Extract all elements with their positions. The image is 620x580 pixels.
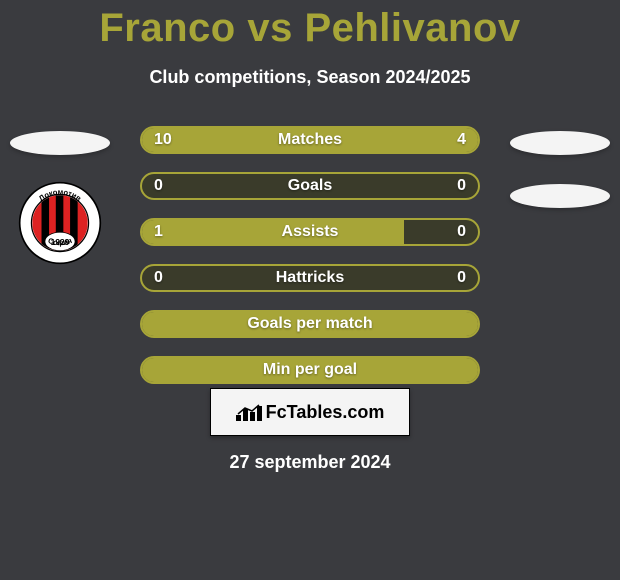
stat-row: Goals per match — [140, 310, 480, 338]
stat-value-left: 0 — [154, 177, 163, 195]
brand-icon — [236, 403, 262, 421]
brand-suffix: Tables.com — [287, 402, 385, 422]
stat-row: 10 4 Matches — [140, 126, 480, 154]
stat-row: Min per goal — [140, 356, 480, 384]
player-left-placeholder — [10, 131, 110, 155]
stat-value-right: 0 — [457, 223, 466, 241]
stat-bars: 104Matches00Goals10Assists00HattricksGoa… — [140, 126, 480, 384]
player-right-placeholder-1 — [510, 131, 610, 155]
brand-box: FcTables.com — [210, 388, 410, 436]
stat-value-left: 0 — [154, 269, 163, 287]
bar-fill-left — [142, 220, 404, 244]
brand-prefix: Fc — [266, 402, 287, 422]
stat-label: Matches — [278, 131, 342, 149]
bar-fill-left — [142, 128, 381, 152]
club-badge: 1929 Локомотив София — [18, 181, 102, 265]
stat-label: Assists — [282, 223, 339, 241]
stat-row: 0 0 Goals — [140, 172, 480, 200]
stat-label: Goals per match — [247, 315, 372, 333]
date: 27 september 2024 — [0, 452, 620, 473]
stat-row: 1 0 Assists — [140, 218, 480, 246]
stat-value-right: 4 — [457, 131, 466, 149]
stat-label: Min per goal — [263, 361, 357, 379]
page-title: Franco vs Pehlivanov — [0, 0, 620, 51]
stat-label: Goals — [288, 177, 332, 195]
stat-value-left: 1 — [154, 223, 163, 241]
brand-text: FcTables.com — [266, 402, 385, 423]
stat-label: Hattricks — [276, 269, 344, 287]
stat-value-right: 0 — [457, 177, 466, 195]
subtitle: Club competitions, Season 2024/2025 — [0, 67, 620, 88]
stat-value-left: 10 — [154, 131, 172, 149]
stat-value-right: 0 — [457, 269, 466, 287]
player-right-placeholder-2 — [510, 184, 610, 208]
stat-row: 0 0 Hattricks — [140, 264, 480, 292]
